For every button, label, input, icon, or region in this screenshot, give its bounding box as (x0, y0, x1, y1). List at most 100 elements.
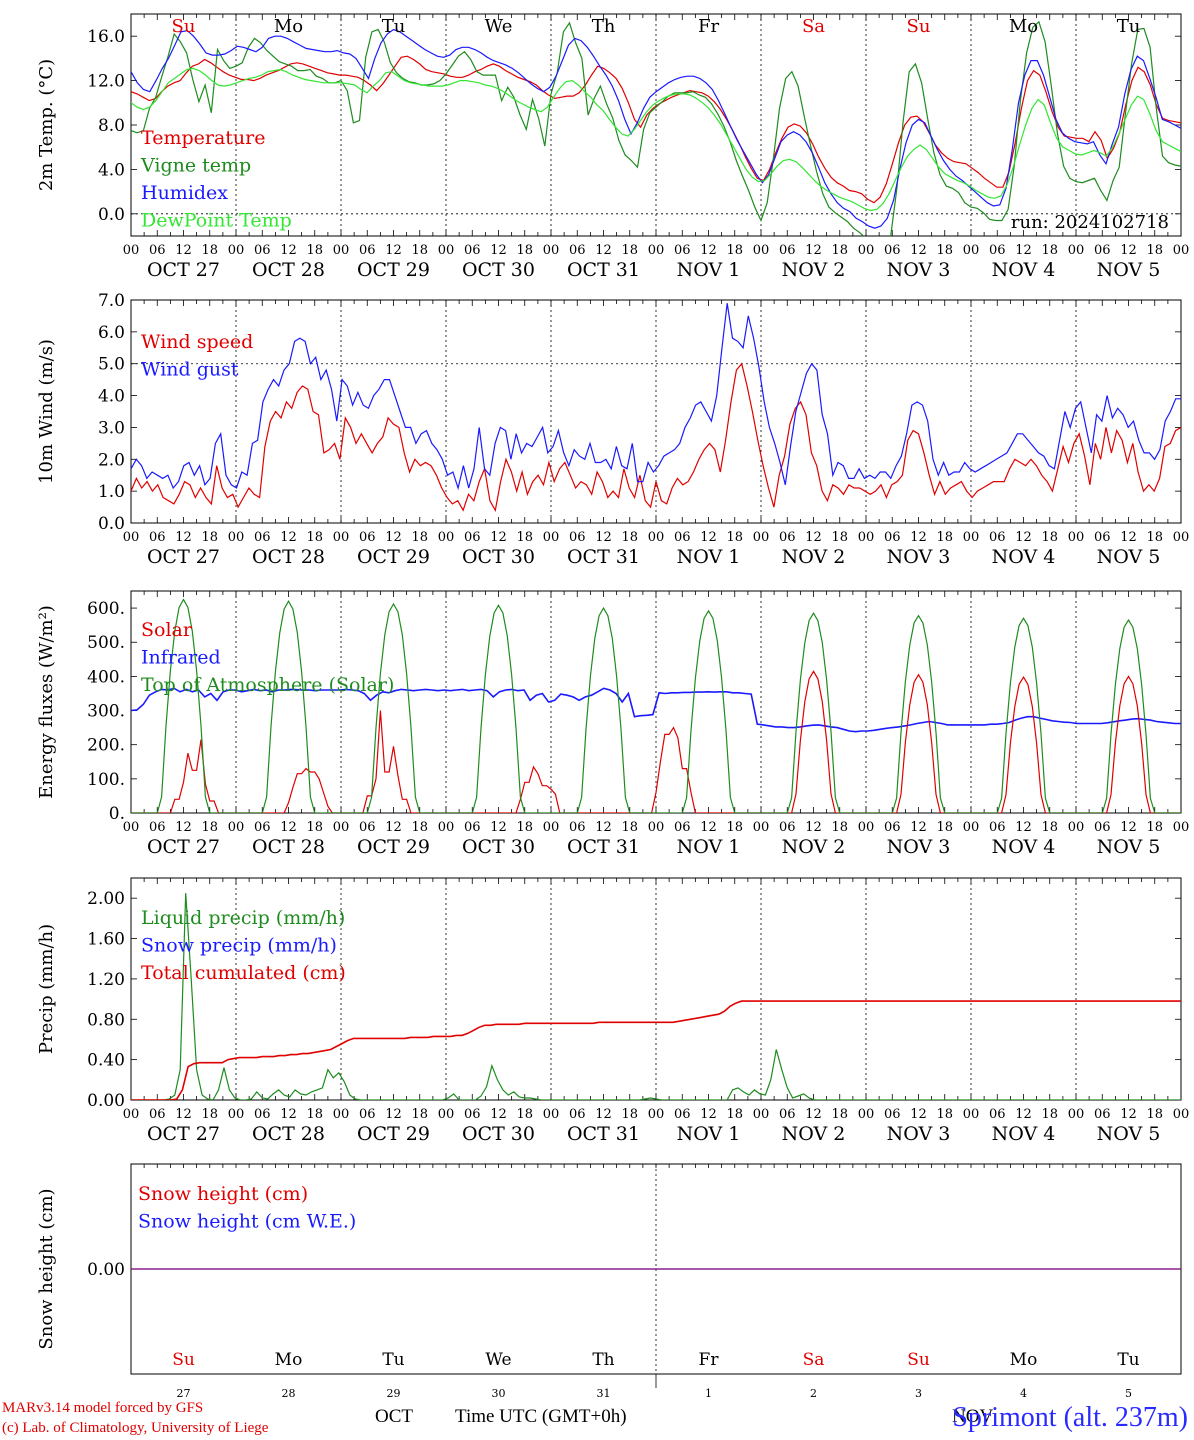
hour-tick-label: 12 (595, 243, 612, 258)
hour-tick-label: 12 (700, 820, 717, 835)
hour-tick-label: 18 (1146, 243, 1163, 258)
weekday-label: Sa (802, 16, 825, 37)
date-label: OCT 28 (252, 836, 325, 858)
hour-tick-label: 00 (123, 530, 140, 545)
hour-tick-label: 06 (254, 1107, 271, 1122)
date-label: OCT 31 (567, 546, 640, 568)
hour-tick-label: 06 (254, 530, 271, 545)
day-number-label: 29 (387, 1387, 401, 1400)
day-number-label: 1 (705, 1387, 712, 1400)
hour-tick-label: 12 (175, 530, 192, 545)
hour-tick-label: 12 (1015, 530, 1032, 545)
hour-tick-label: 00 (858, 1107, 875, 1122)
date-label: OCT 28 (252, 546, 325, 568)
date-label: NOV 3 (887, 1123, 951, 1145)
hour-tick-label: 00 (543, 530, 560, 545)
hour-tick-label: 00 (543, 243, 560, 258)
legend-entry: Snow height (cm W.E.) (138, 1211, 356, 1233)
y-tick-label: 4.0 (98, 160, 125, 180)
hour-tick-label: 18 (621, 820, 638, 835)
date-label: OCT 30 (462, 546, 535, 568)
date-label: NOV 3 (887, 546, 951, 568)
hour-tick-label: 18 (411, 243, 428, 258)
hour-tick-label: 00 (753, 1107, 770, 1122)
y-tick-label: 7.0 (98, 291, 125, 311)
hour-tick-label: 06 (674, 243, 691, 258)
y-tick-label: 400. (87, 667, 125, 687)
hour-tick-label: 12 (910, 243, 927, 258)
hour-tick-label: 06 (254, 243, 271, 258)
hour-tick-label: 18 (516, 243, 533, 258)
hour-tick-label: 18 (831, 530, 848, 545)
series-line-infrared (131, 687, 1181, 733)
hour-tick-label: 18 (831, 1107, 848, 1122)
hour-tick-label: 06 (989, 530, 1006, 545)
panel-4: 00 06 12 18 00 06 12 18 00 06 12 18 00 06 12 18 00 06 12 18… (36, 877, 1190, 1145)
weekday-label: Mo (1010, 1350, 1038, 1370)
hour-tick-label: 06 (884, 820, 901, 835)
hour-tick-label: 00 (438, 530, 455, 545)
hour-tick-label: 18 (411, 1107, 428, 1122)
legend-entry: Wind gust (141, 359, 239, 381)
hour-tick-label: 12 (490, 1107, 507, 1122)
hour-tick-label: 18 (201, 1107, 218, 1122)
hour-tick-label: 12 (910, 1107, 927, 1122)
y-tick-label: 100. (87, 770, 125, 790)
hour-tick-label: 18 (621, 530, 638, 545)
date-label: NOV 1 (677, 836, 741, 858)
weekday-label: Tu (1117, 16, 1141, 37)
hour-tick-label: 00 (1173, 820, 1190, 835)
hour-tick-label: 00 (1173, 1107, 1190, 1122)
y-tick-label: 0.80 (87, 1010, 125, 1030)
hour-tick-label: 12 (700, 530, 717, 545)
hour-tick-label: 06 (989, 1107, 1006, 1122)
hour-tick-label: 12 (910, 530, 927, 545)
hour-tick-label: 00 (963, 530, 980, 545)
hour-tick-label: 06 (149, 243, 166, 258)
date-label: OCT 27 (147, 1123, 220, 1145)
hour-tick-label: 06 (1094, 820, 1111, 835)
hour-tick-label: 06 (674, 530, 691, 545)
hour-tick-label: 12 (805, 243, 822, 258)
y-tick-label: 6.0 (98, 323, 125, 343)
date-label: OCT 29 (357, 836, 430, 858)
hour-tick-label: 06 (1094, 1107, 1111, 1122)
hour-tick-label: 12 (1120, 820, 1137, 835)
hour-tick-label: 00 (333, 530, 350, 545)
hour-tick-label: 12 (595, 820, 612, 835)
date-label: NOV 5 (1097, 836, 1161, 858)
y-tick-label: 1.0 (98, 482, 125, 502)
hour-tick-label: 00 (753, 243, 770, 258)
hour-tick-label: 00 (543, 1107, 560, 1122)
day-number-label: 28 (282, 1387, 296, 1400)
hour-tick-label: 06 (464, 820, 481, 835)
day-number-label: 3 (915, 1387, 922, 1400)
legend-entry: Temperature (141, 127, 265, 149)
month-label-nov: NOV (952, 1406, 994, 1427)
y-tick-label: 16.0 (87, 27, 125, 47)
hour-tick-label: 00 (228, 243, 245, 258)
y-tick-label: 600. (87, 599, 125, 619)
hour-tick-label: 12 (175, 243, 192, 258)
hour-tick-label: 06 (149, 530, 166, 545)
hour-tick-label: 00 (438, 1107, 455, 1122)
hour-tick-label: 18 (516, 820, 533, 835)
weekday-label: Mo (275, 1350, 303, 1370)
hour-tick-label: 18 (306, 820, 323, 835)
hour-tick-label: 00 (123, 1107, 140, 1122)
date-label: NOV 2 (782, 259, 846, 281)
hour-tick-label: 12 (910, 820, 927, 835)
date-label: NOV 2 (782, 836, 846, 858)
legend-entry: Infrared (141, 647, 221, 669)
y-tick-label: 0. (109, 804, 125, 824)
hour-tick-label: 12 (385, 820, 402, 835)
hour-tick-label: 00 (1068, 820, 1085, 835)
date-label: OCT 31 (567, 836, 640, 858)
hour-tick-label: 00 (648, 530, 665, 545)
date-label: NOV 3 (887, 259, 951, 281)
hour-tick-label: 00 (1068, 530, 1085, 545)
date-label: OCT 27 (147, 259, 220, 281)
hour-tick-label: 00 (648, 243, 665, 258)
y-axis-label: 2m Temp. (°C) (36, 59, 57, 191)
hour-tick-label: 12 (595, 1107, 612, 1122)
